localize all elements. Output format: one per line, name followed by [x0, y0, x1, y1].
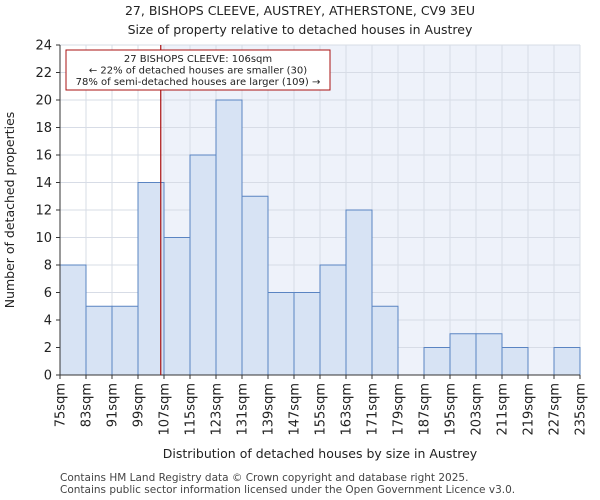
x-tick-label: 107sqm: [158, 383, 173, 436]
y-tick-label: 6: [44, 286, 52, 301]
y-tick-label: 0: [44, 369, 52, 384]
y-tick-label: 16: [35, 149, 52, 164]
histogram-bar: [501, 347, 529, 376]
x-tick-label: 163sqm: [340, 383, 355, 436]
x-tick-label: 227sqm: [548, 383, 563, 436]
histogram-bar: [423, 347, 451, 376]
x-tick-label: 203sqm: [470, 383, 485, 436]
x-tick-label: 219sqm: [522, 383, 537, 436]
annotation-smaller: ← 22% of detached houses are smaller (30…: [89, 66, 307, 77]
y-tick-label: 12: [35, 204, 52, 219]
annotation-title: 27 BISHOPS CLEEVE: 106sqm: [124, 54, 272, 65]
histogram-bar: [475, 333, 503, 376]
y-tick-label: 24: [35, 39, 52, 54]
y-tick-label: 2: [44, 341, 52, 356]
y-tick-label: 14: [35, 176, 52, 191]
x-tick-label: 91sqm: [106, 383, 121, 427]
x-tick-label: 147sqm: [288, 383, 303, 436]
y-tick-label: 8: [44, 259, 52, 274]
histogram-bar: [163, 237, 191, 376]
footer-licence: Contains public sector information licen…: [60, 484, 516, 496]
x-tick-label: 171sqm: [366, 383, 381, 436]
x-tick-label: 131sqm: [236, 383, 251, 436]
x-axis-title: Distribution of detached houses by size …: [163, 446, 478, 461]
annotation-larger: 78% of semi-detached houses are larger (…: [76, 77, 321, 88]
x-tick-label: 195sqm: [444, 383, 459, 436]
x-tick-label: 75sqm: [54, 383, 69, 427]
y-tick-label: 10: [35, 231, 52, 246]
y-axis-title: Number of detached properties: [2, 112, 17, 309]
x-tick-label: 179sqm: [392, 383, 407, 436]
x-tick-label: 139sqm: [262, 383, 277, 436]
y-tick-label: 20: [35, 94, 52, 109]
x-tick-label: 83sqm: [80, 383, 95, 427]
chart-title: 27, BISHOPS CLEEVE, AUSTREY, ATHERSTONE,…: [124, 3, 476, 18]
x-tick-label: 115sqm: [184, 383, 199, 436]
histogram-bar: [449, 333, 477, 376]
x-tick-label: 187sqm: [418, 383, 433, 436]
histogram-bar: [137, 182, 165, 376]
x-tick-label: 99sqm: [132, 383, 147, 427]
histogram-bar: [371, 305, 399, 376]
histogram-bar: [111, 305, 139, 376]
histogram-bar: [189, 154, 217, 376]
x-tick-label: 123sqm: [210, 383, 225, 436]
histogram-bar: [293, 292, 321, 376]
x-tick-label: 235sqm: [574, 383, 589, 436]
histogram-bar: [59, 264, 87, 376]
footer-copyright: Contains HM Land Registry data © Crown c…: [60, 472, 469, 484]
histogram-bar: [553, 347, 581, 376]
y-tick-label: 22: [35, 66, 52, 81]
histogram-bar: [319, 264, 347, 376]
histogram-bar: [345, 209, 373, 376]
histogram-bar: [267, 292, 295, 376]
x-tick-label: 155sqm: [314, 383, 329, 436]
chart-subtitle: Size of property relative to detached ho…: [127, 22, 473, 37]
x-tick-label: 211sqm: [496, 383, 511, 436]
annotation-box: [65, 49, 331, 91]
histogram-bar: [215, 99, 243, 376]
y-tick-label: 18: [35, 121, 52, 136]
histogram-bar: [241, 195, 269, 376]
y-tick-label: 4: [44, 314, 52, 329]
histogram-bar: [85, 305, 113, 376]
